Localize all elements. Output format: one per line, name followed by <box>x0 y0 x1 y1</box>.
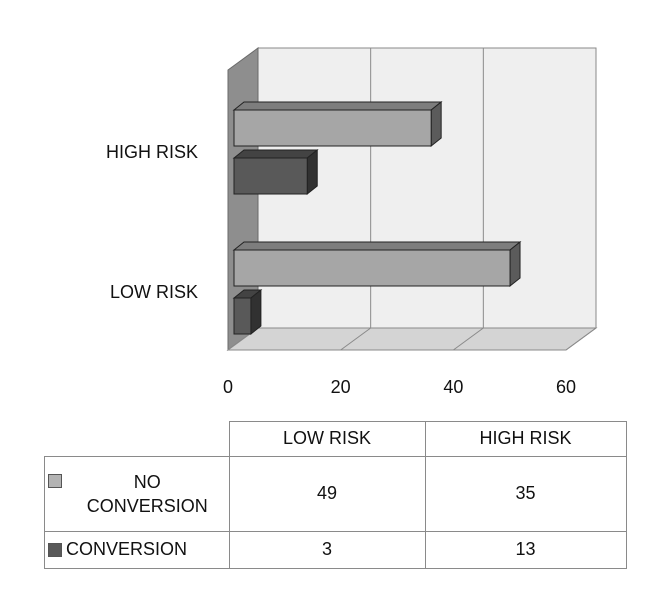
x-tick-label: 0 <box>223 377 233 397</box>
conversion-swatch-icon <box>48 543 62 558</box>
bar-end-face <box>509 240 521 288</box>
bar-end-face <box>430 100 442 148</box>
chart-floor <box>226 327 598 351</box>
legend-no-conversion: NO CONVERSION <box>44 455 230 532</box>
x-tick-label: 60 <box>556 377 576 397</box>
table-corner-cell <box>44 421 230 457</box>
bar-top-face <box>232 101 443 111</box>
category-label: HIGH RISK <box>106 142 198 162</box>
no-conversion-label-line1: NO <box>133 471 161 492</box>
table-header-row: LOW RISK HIGH RISK <box>44 421 627 457</box>
bar-chart-plot: 0 20 40 60 LOW RISK HIGH RISK <box>106 47 598 397</box>
bar-top-face <box>232 149 319 159</box>
bar <box>233 109 432 147</box>
table-row: CONVERSION 3 13 <box>44 530 627 569</box>
table-header-high-risk: HIGH RISK <box>424 421 627 457</box>
table-cell-value: 13 <box>424 530 627 569</box>
table-row: NO CONVERSION 49 35 <box>44 455 627 532</box>
table-cell-value: 3 <box>228 530 426 569</box>
x-tick-label: 40 <box>443 377 463 397</box>
legend-conversion: CONVERSION <box>44 530 230 569</box>
floor-gridline <box>340 327 371 351</box>
bar <box>233 249 511 287</box>
floor-gridline <box>453 327 484 351</box>
chart-frame: 0 20 40 60 LOW RISK HIGH RISK LOW RISK HIGH R… <box>8 8 640 585</box>
no-conversion-label-line2: CONVERSION <box>86 495 208 516</box>
table-cell-value: 35 <box>424 455 627 532</box>
bar-end-face <box>306 148 318 196</box>
bar-end-face <box>250 288 262 336</box>
data-table: LOW RISK HIGH RISK NO CONVERSION 49 35 C… <box>44 421 627 569</box>
bar <box>233 157 308 195</box>
bar-top-face <box>232 241 522 251</box>
x-tick-label: 20 <box>331 377 351 397</box>
no-conversion-swatch-icon <box>48 473 62 488</box>
table-cell-value: 49 <box>228 455 426 532</box>
floor-gridline <box>565 327 597 351</box>
bar <box>233 297 252 335</box>
table-header-low-risk: LOW RISK <box>228 421 426 457</box>
conversion-label: CONVERSION <box>66 539 188 559</box>
category-label: LOW RISK <box>110 282 198 302</box>
